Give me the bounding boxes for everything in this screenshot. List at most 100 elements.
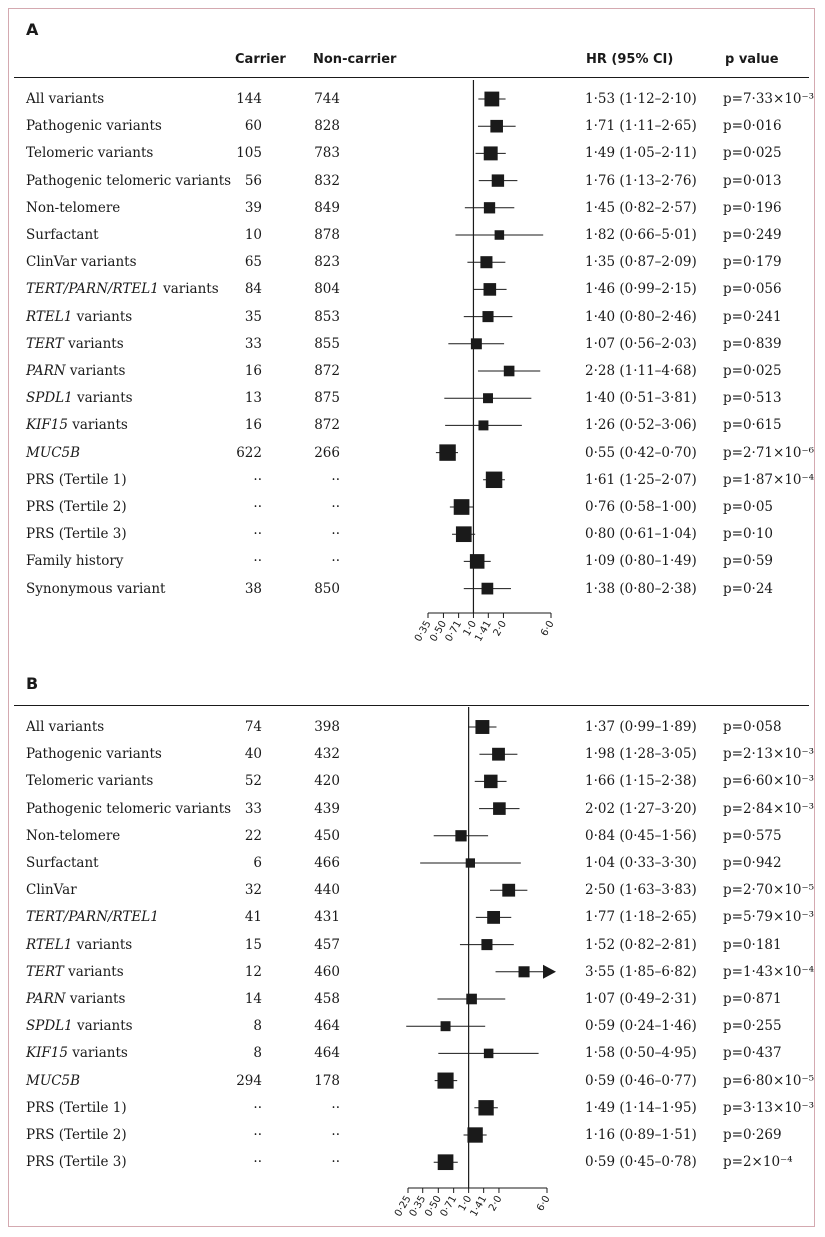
panel-a-hr-ci: 1·76 (1·13–2·76) (585, 172, 697, 189)
panel-a-hr-ci: 1·40 (0·80–2·46) (585, 308, 697, 325)
panel-b-p-value: p=6·80×10⁻⁵ (723, 1072, 815, 1089)
panel-b-point-estimate (465, 858, 475, 868)
panel-a-p-value: p=0·24 (723, 580, 774, 597)
panel-a-carrier-count: 38 (244, 580, 262, 597)
panel-a-p-value: p=0·013 (723, 172, 782, 189)
label-suffix: variants (158, 281, 219, 298)
panel-b-hr-ci: 1·16 (0·89–1·51) (585, 1127, 697, 1143)
panel-a-p-value: p=0·10 (723, 526, 774, 543)
panel-a-carrier-count: ·· (253, 499, 262, 515)
panel-b-p-value: p=1·43×10⁻⁴ (723, 963, 815, 980)
panel-a-p-value: p=0·05 (723, 499, 774, 515)
panel-b-p-value: p=0·269 (723, 1127, 782, 1143)
panel-b-point-estimate (437, 1154, 454, 1171)
panel-b-hr-ci: 0·59 (0·24–1·46) (585, 1018, 697, 1035)
panel-b-hr-ci: 1·58 (0·50–4·95) (585, 1045, 697, 1062)
panel-a-non-carrier-count: 878 (314, 227, 340, 243)
panel-a-p-value: p=1·87×10⁻⁴ (723, 471, 815, 488)
panel-a-point-estimate (490, 119, 503, 133)
panel-b-row-label: SPDL1 variants (26, 1018, 133, 1034)
panel-b-carrier-count: 12 (244, 963, 262, 980)
panel-a-hr-ci: 1·49 (1·05–2·11) (585, 145, 697, 162)
panel-a-point-estimate (483, 283, 497, 296)
panel-b-hr-ci: 1·04 (0·33–3·30) (585, 855, 697, 871)
panel-b-row-label: PRS (Tertile 3) (26, 1154, 127, 1171)
panel-a-non-carrier-count: 804 (314, 281, 340, 298)
gene-name: TERT (26, 963, 64, 980)
panel-a-tick-label: 6·0 (539, 619, 556, 638)
panel-a-non-carrier-count: 266 (314, 444, 340, 461)
panel-a-hr-ci: 0·80 (0·61–1·04) (585, 526, 697, 543)
panel-a-row-label: SPDL1 variants (26, 390, 133, 406)
panel-a-hr-ci: 1·26 (0·52–3·06) (585, 417, 697, 434)
panel-b-header-rule (14, 705, 809, 706)
panel-a-non-carrier-count: 850 (314, 580, 340, 597)
gene-name: MUC5B (26, 444, 81, 461)
gene-name: TERT/PARN/RTEL1 (26, 909, 159, 926)
panel-b-hr-ci: 1·07 (0·49–2·31) (585, 991, 697, 1007)
panel-a-p-value: p=0·016 (723, 118, 782, 135)
panel-a-point-estimate (470, 338, 482, 350)
panel-b-carrier-count: 52 (244, 773, 262, 790)
label-suffix: variants (72, 390, 133, 407)
panel-a-p-value: p=0·839 (723, 335, 782, 352)
panel-a-point-estimate (480, 256, 493, 269)
panel-a-row-label: TERT/PARN/RTEL1 variants (26, 281, 219, 297)
panel-b-tick-label: 0·71 (439, 1194, 460, 1219)
panel-a-point-estimate (481, 582, 494, 595)
gene-name: SPDL1 (26, 390, 73, 407)
panel-a-carrier-count: 65 (244, 254, 262, 271)
panel-a-non-carrier-count: 744 (314, 91, 340, 107)
panel-b-carrier-count: ·· (253, 1099, 262, 1116)
panel-b-non-carrier-count: 432 (314, 746, 340, 763)
panel-a-row-label: KIF15 variants (26, 417, 128, 433)
panel-a-point-estimate (485, 471, 503, 489)
panel-a-carrier-count: 622 (236, 444, 262, 461)
panel-a-hr-ci: 1·71 (1·11–2·65) (585, 118, 697, 135)
panel-b-non-carrier-count: 457 (314, 936, 340, 953)
panel-a-p-value: p=0·179 (723, 254, 782, 271)
panel-a-p-value: p=0·59 (723, 553, 774, 570)
gene-name: RTEL1 (26, 936, 73, 953)
panel-a-p-value: p=0·241 (723, 308, 782, 325)
panel-b-carrier-count: 294 (236, 1072, 262, 1089)
panel-b-row-label: TERT variants (26, 964, 124, 980)
panel-a-non-carrier-count: 875 (314, 390, 340, 407)
gene-name: PARN (26, 363, 66, 379)
panel-a-carrier-count: 35 (244, 308, 262, 325)
panel-b-non-carrier-count: 464 (314, 1045, 340, 1062)
panel-a-non-carrier-count: ·· (331, 499, 340, 515)
panel-a-row-label: PRS (Tertile 2) (26, 499, 127, 515)
panel-a-point-estimate (483, 393, 493, 404)
panel-a-hr-ci: 0·55 (0·42–0·70) (585, 444, 697, 461)
panel-b-p-value: p=5·79×10⁻³ (723, 909, 815, 926)
panel-b-p-value: p=0·575 (723, 827, 782, 844)
panel-a-point-estimate (483, 146, 498, 161)
panel-b-carrier-count: 22 (244, 827, 262, 844)
panel-a-p-value: p=0·056 (723, 281, 782, 298)
panel-b-non-carrier-count: ·· (331, 1127, 340, 1143)
panel-a-hr-ci: 1·45 (0·82–2·57) (585, 199, 697, 216)
panel-b-carrier-count: 15 (244, 936, 262, 953)
panel-a-carrier-count: 144 (236, 91, 262, 107)
panel-b-non-carrier-count: 460 (314, 963, 340, 980)
panel-b-row-label: Pathogenic variants (26, 746, 162, 763)
panel-a-carrier-count: ·· (253, 526, 262, 543)
panel-b-non-carrier-count: 440 (314, 882, 340, 899)
panel-a-p-value: p=0·196 (723, 199, 782, 216)
panel-a-p-value: p=0·513 (723, 390, 782, 407)
label-suffix: variants (65, 991, 126, 1007)
gene-name: RTEL1 (26, 308, 73, 325)
panel-a-point-estimate (491, 174, 505, 187)
panel-b-point-estimate (502, 883, 516, 897)
label-suffix: variants (67, 1045, 128, 1062)
panel-a-hr-ci: 1·38 (0·80–2·38) (585, 580, 697, 597)
panel-b-p-value: p=0·058 (723, 719, 782, 735)
panel-b-tick-label: 1·41 (469, 1194, 490, 1219)
panel-b-row-label: KIF15 variants (26, 1045, 128, 1061)
panel-b-carrier-count: 40 (244, 746, 262, 763)
panel-a-point-estimate (455, 526, 472, 543)
panel-a-non-carrier-count: ·· (331, 526, 340, 543)
panel-a-hr-ci: 0·76 (0·58–1·00) (585, 499, 697, 515)
panel-a-p-value: p=0·249 (723, 227, 782, 243)
